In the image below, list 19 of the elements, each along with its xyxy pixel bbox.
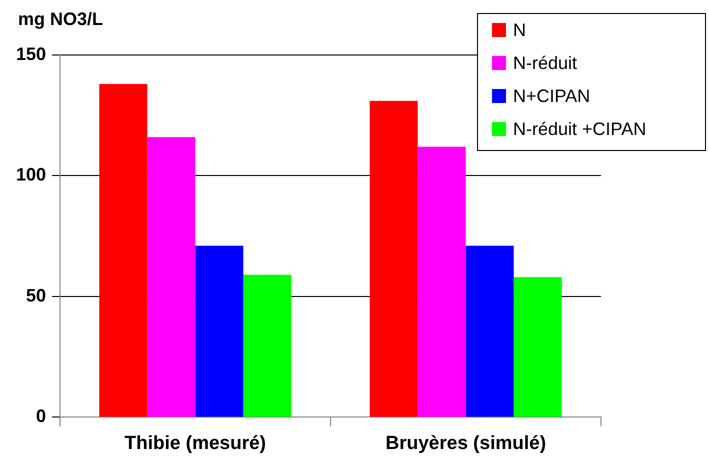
bar <box>514 277 562 417</box>
y-tick-label: 150 <box>16 44 46 64</box>
y-tick-label: 50 <box>26 285 46 306</box>
bar <box>243 274 292 417</box>
legend-label: N+CIPAN <box>513 86 590 106</box>
bar <box>195 246 244 417</box>
y-tick-label: 0 <box>36 406 46 426</box>
bar <box>418 146 466 417</box>
x-tick-label: Thibie (mesuré) <box>124 432 266 454</box>
legend-label: N <box>513 20 526 40</box>
bar <box>99 84 148 417</box>
legend-label: N-réduit +CIPAN <box>513 118 646 139</box>
bar <box>466 246 514 417</box>
y-axis-title: mg NO3/L <box>18 8 104 29</box>
bar <box>147 137 196 417</box>
x-tick-label: Bruyères (simulé) <box>386 432 546 454</box>
legend-label: N-réduit <box>513 52 578 73</box>
y-tick-label: 100 <box>16 164 46 185</box>
bar <box>370 100 418 417</box>
